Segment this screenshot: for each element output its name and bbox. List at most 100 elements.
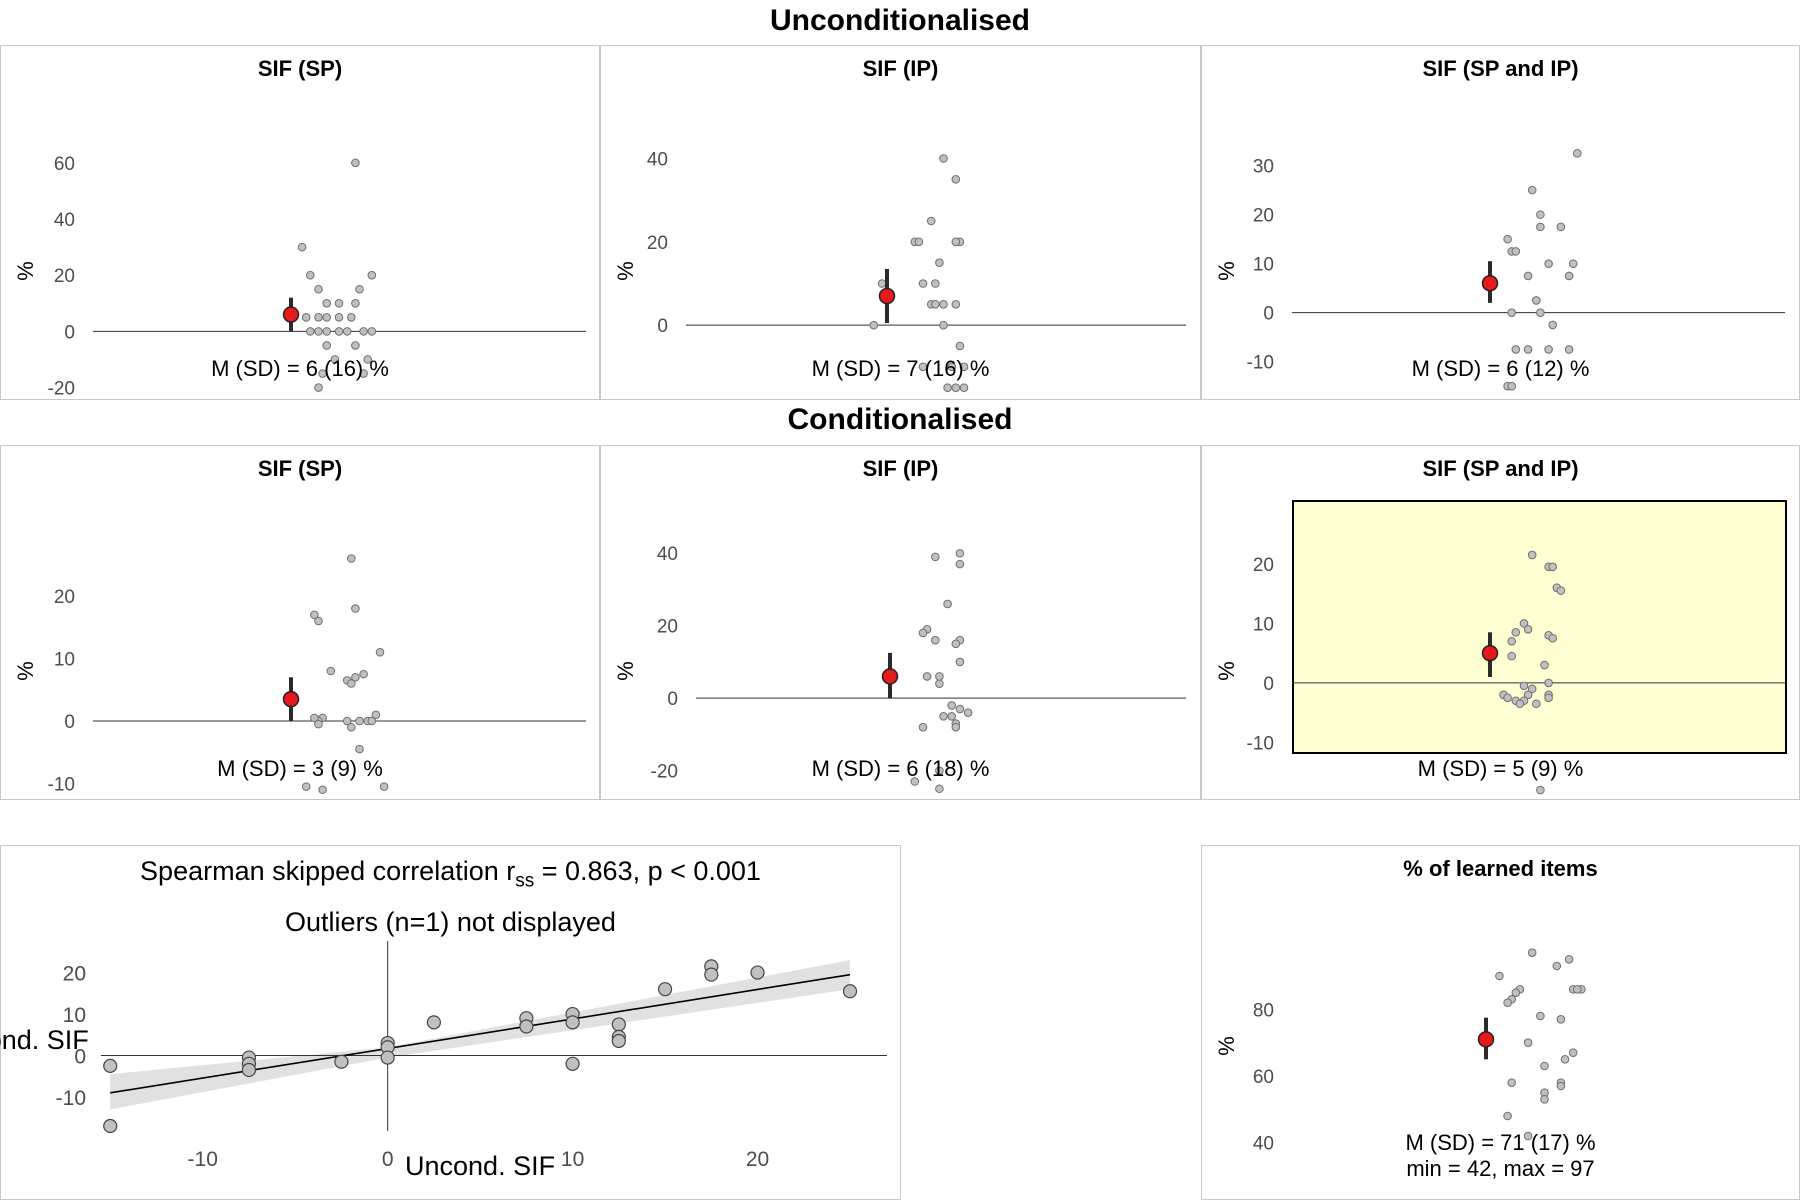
- data-point: [306, 270, 315, 280]
- data-point: [914, 237, 924, 247]
- data-point: [951, 300, 961, 309]
- data-point: [351, 341, 360, 350]
- x-tick-label: -10: [188, 1148, 218, 1171]
- y-tick-label: 60: [54, 154, 75, 175]
- y-tick-label: 0: [657, 316, 668, 337]
- data-point: [1507, 636, 1517, 646]
- panel-title: SIF (SP and IP): [1422, 56, 1579, 81]
- data-point: [342, 716, 352, 726]
- y-tick-label: 20: [647, 233, 668, 254]
- y-axis-label: Cond. SIF: [0, 1025, 89, 1055]
- y-axis-label: %: [1214, 1036, 1239, 1056]
- strip-plot: 80 60 40: [1253, 948, 1586, 1155]
- data-point: [1540, 1095, 1549, 1104]
- y-tick-label: 40: [657, 544, 678, 565]
- data-point: [359, 669, 368, 679]
- data-point: [939, 154, 948, 163]
- data-point: [935, 679, 944, 688]
- data-point: [318, 785, 327, 795]
- data-point: [947, 711, 957, 721]
- data-point: [931, 552, 940, 562]
- correlation-title: Spearman skipped correlation rss = 0.863…: [1, 856, 900, 892]
- uncond-sif-sp-panel: SIF (SP) 60 40 20 0 -20% M (SD) = 6 (16) %: [0, 45, 600, 400]
- data-point: [951, 383, 961, 392]
- data-point: [959, 362, 969, 372]
- unconditionalised-title: Unconditionalised: [769, 4, 1030, 37]
- summary-caption: M (SD) = 3 (9) %: [217, 756, 383, 781]
- range-caption: min = 42, max = 97: [1406, 1156, 1595, 1181]
- y-tick-label: -10: [1247, 733, 1274, 754]
- correlation-panel: Spearman skipped correlation rss = 0.863…: [0, 845, 901, 1200]
- data-point: [371, 710, 381, 720]
- data-point: [342, 327, 352, 336]
- data-point: [1507, 651, 1517, 661]
- data-point: [379, 782, 389, 791]
- learned-items-panel: % of learned items 80 60 40% M (SD) = 71 (17…: [1201, 845, 1800, 1200]
- data-point: [334, 327, 344, 336]
- y-tick-label: 10: [63, 1004, 86, 1027]
- data-point: [955, 559, 965, 569]
- panel-title: SIF (IP): [862, 456, 939, 481]
- data-point: [935, 672, 944, 681]
- data-point: [380, 1050, 395, 1065]
- data-point: [322, 299, 332, 308]
- panel-title: SIF (SP): [257, 456, 343, 481]
- data-point: [330, 355, 340, 364]
- data-point: [963, 708, 973, 717]
- mean-marker: [881, 668, 899, 685]
- summary-caption: M (SD) = 6 (12) %: [1411, 356, 1590, 381]
- y-tick-label: 80: [1253, 1000, 1274, 1021]
- data-point: [931, 635, 940, 645]
- data-point: [241, 1062, 257, 1078]
- data-point: [334, 313, 344, 322]
- data-point: [1552, 961, 1562, 971]
- data-point: [750, 965, 765, 980]
- mean-marker: [1481, 275, 1499, 292]
- data-point: [1573, 985, 1582, 994]
- y-tick-label: 10: [54, 650, 75, 671]
- data-point: [657, 982, 673, 997]
- data-point: [955, 341, 965, 351]
- data-point: [306, 327, 315, 336]
- data-point: [347, 679, 356, 688]
- data-point: [1573, 149, 1582, 158]
- data-point: [1564, 345, 1574, 354]
- y-tick-label: -20: [651, 762, 678, 783]
- data-point: [314, 719, 323, 729]
- data-point: [1511, 988, 1521, 997]
- strip-plot: 20 10 0 -10: [48, 554, 586, 796]
- strip-plot: 60 40 20 0 -20: [48, 154, 586, 400]
- summary-caption: M (SD) = 7 (16) %: [811, 356, 990, 381]
- y-tick-label: 40: [1253, 1134, 1274, 1155]
- panel-title: SIF (SP and IP): [1422, 456, 1579, 481]
- data-point: [1523, 625, 1533, 634]
- y-axis-label: %: [1214, 661, 1239, 681]
- y-tick-label: 20: [63, 963, 86, 986]
- title-subscript: ss: [515, 870, 535, 892]
- data-point: [918, 279, 928, 288]
- data-point: [943, 599, 952, 609]
- mean-marker: [282, 690, 300, 708]
- data-point: [918, 628, 928, 638]
- x-tick-label: 10: [561, 1148, 584, 1171]
- data-point: [1527, 948, 1537, 957]
- mean-marker: [282, 306, 300, 323]
- data-point: [951, 237, 961, 247]
- data-point: [1503, 1111, 1512, 1121]
- data-point: [367, 270, 377, 280]
- data-point: [1536, 210, 1545, 219]
- regression-line: [110, 973, 851, 1094]
- data-point: [347, 722, 356, 732]
- data-point: [1527, 185, 1537, 195]
- y-tick-label: 0: [74, 1046, 86, 1069]
- data-point: [519, 1019, 534, 1034]
- data-point: [301, 782, 311, 791]
- data-point: [1507, 308, 1517, 317]
- data-point: [877, 279, 887, 288]
- data-point: [359, 327, 368, 336]
- summary-caption: M (SD) = 5 (9) %: [1417, 756, 1584, 781]
- uncond-sif-sp-ip-panel: SIF (SP and IP) 30 20 10 0 -10% M (SD) = 6 (12…: [1201, 45, 1800, 400]
- data-point: [363, 355, 373, 364]
- y-tick-label: 0: [1263, 304, 1274, 325]
- mean-marker: [1481, 644, 1499, 662]
